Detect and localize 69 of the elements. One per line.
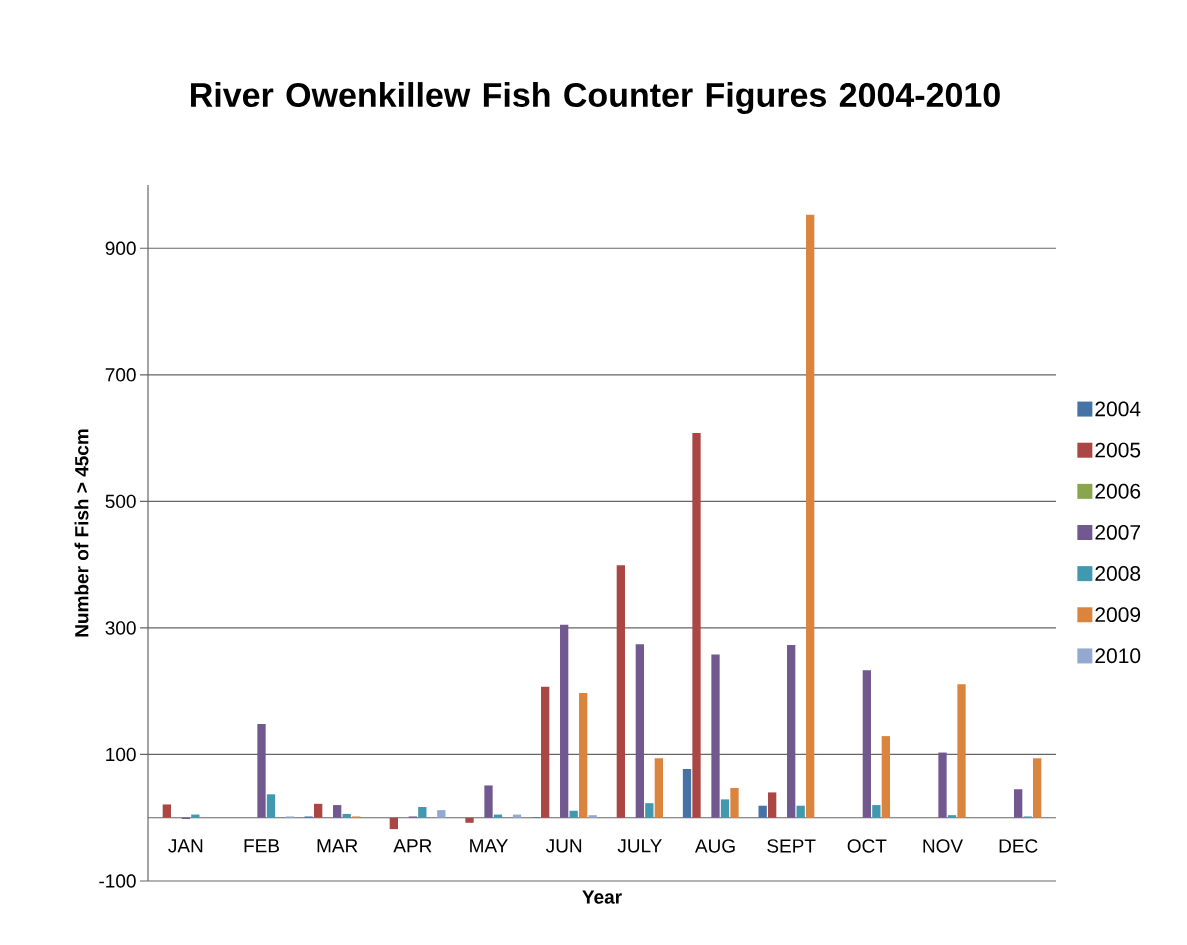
x-tick-label: SEPT [767, 839, 816, 853]
x-tick-label: MAR [317, 839, 358, 853]
bar [711, 654, 720, 818]
bar [266, 794, 276, 818]
bar [635, 644, 644, 818]
y-axis-title: Number of Fish > 45cm [74, 429, 89, 637]
bar [796, 805, 805, 818]
bar [872, 805, 881, 818]
x-tick-label: JAN [168, 839, 203, 853]
x-tick-label: FEB [244, 839, 279, 853]
legend-label: 2007 [1095, 524, 1141, 540]
x-tick-label: MAY [470, 839, 508, 853]
bar [730, 787, 739, 818]
bar [645, 803, 654, 818]
bar [579, 693, 588, 818]
bar [938, 752, 947, 818]
bar [682, 769, 692, 818]
x-tick-label: JULY [617, 839, 662, 853]
bar [588, 815, 597, 818]
x-tick-label: JUN [546, 839, 582, 853]
y-tick-label: 900 [105, 241, 136, 255]
legend-label: 2005 [1095, 442, 1141, 458]
bar [162, 804, 171, 818]
bar [512, 814, 522, 818]
x-tick-label: AUG [694, 839, 735, 853]
x-tick-label: OCT [847, 839, 887, 853]
legend-label: 2010 [1095, 648, 1141, 664]
bar [1014, 789, 1023, 818]
bar [541, 686, 550, 818]
y-tick-label: 100 [106, 747, 136, 762]
bar [768, 792, 777, 818]
y-tick-label: 500 [105, 494, 136, 509]
bar [560, 624, 569, 818]
chart-title: River Owenkillew Fish Counter Figures 2004-2010 [191, 82, 1000, 114]
bar [191, 814, 200, 818]
x-tick-label: DEC [999, 839, 1038, 853]
x-tick-label: APR [393, 839, 432, 853]
bar [758, 805, 767, 818]
legend-label: 2006 [1095, 483, 1141, 499]
bar [465, 817, 474, 823]
bar [342, 813, 351, 818]
y-tick-label: 300 [105, 621, 136, 635]
y-tick-label: 700 [105, 368, 136, 382]
legend-label: 2008 [1095, 566, 1141, 581]
bar [720, 799, 730, 818]
x-axis-title: Year [582, 890, 622, 904]
x-tick-label: NOV [923, 839, 964, 853]
bar [493, 814, 503, 818]
bar [616, 565, 625, 818]
bar [881, 736, 890, 818]
bar [654, 758, 663, 818]
y-tick-label: -100 [99, 874, 136, 888]
bar [692, 433, 701, 818]
bar [333, 805, 342, 818]
bar [787, 644, 796, 818]
bar [1033, 758, 1042, 818]
bar [437, 810, 446, 818]
bar [314, 803, 323, 818]
bar [862, 670, 871, 818]
bar [569, 810, 578, 818]
bar [484, 785, 493, 818]
bar [957, 684, 966, 818]
bar [947, 815, 957, 818]
legend-label: 2009 [1095, 607, 1141, 623]
bar [418, 806, 427, 818]
legend-label: 2004 [1095, 401, 1141, 417]
bar [257, 724, 266, 818]
bar [806, 214, 815, 818]
bar [389, 817, 398, 830]
